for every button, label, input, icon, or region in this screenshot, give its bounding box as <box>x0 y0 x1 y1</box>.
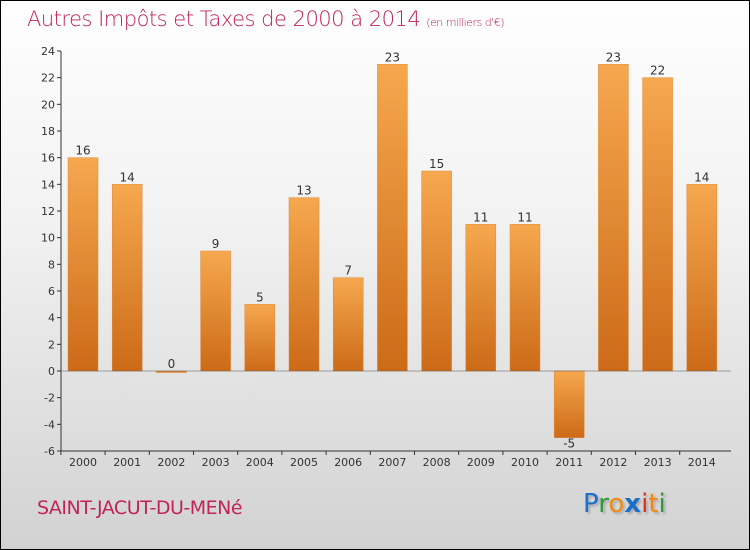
x-tick-label: 2004 <box>246 456 274 469</box>
y-tick-label: 18 <box>41 125 55 138</box>
x-tick-label: 2010 <box>511 456 539 469</box>
x-tick-label: 2000 <box>69 456 97 469</box>
y-tick-label: 22 <box>41 72 55 85</box>
x-tick-label: 2014 <box>688 456 716 469</box>
data-label-2012: 23 <box>606 50 621 64</box>
bar-2011 <box>553 370 585 438</box>
y-tick-label: -6 <box>44 445 55 458</box>
x-tick-label: 2006 <box>334 456 362 469</box>
y-tick-label: 12 <box>41 205 55 218</box>
bar-2007 <box>377 64 408 372</box>
y-tick-label: -4 <box>44 418 55 431</box>
y-tick-label: 20 <box>41 98 55 111</box>
data-label-2010: 11 <box>517 210 532 224</box>
x-tick-label: 2005 <box>290 456 318 469</box>
data-label-2011: -5 <box>563 437 575 451</box>
data-label-2013: 22 <box>650 64 665 78</box>
y-tick-label: 14 <box>41 178 55 191</box>
title-text: Autres Impôts et Taxes de 2000 à 2014 <box>27 7 421 31</box>
data-label-2002: 0 <box>168 357 176 371</box>
y-tick-label: 8 <box>48 258 55 271</box>
data-label-2001: 14 <box>120 170 135 184</box>
bar-2010 <box>509 224 541 372</box>
x-tick-label: 2009 <box>467 456 495 469</box>
data-label-2000: 16 <box>75 144 90 158</box>
x-tick-label: 2012 <box>599 456 627 469</box>
data-label-2004: 5 <box>256 290 264 304</box>
data-label-2006: 7 <box>344 264 352 278</box>
data-label-2009: 11 <box>473 210 488 224</box>
bar-2000 <box>67 157 99 372</box>
x-tick-label: 2013 <box>644 456 672 469</box>
y-tick-label: 2 <box>48 338 55 351</box>
bar-2003 <box>200 250 231 372</box>
data-label-2008: 15 <box>429 157 444 171</box>
data-label-2005: 13 <box>296 184 311 198</box>
x-tick-label: 2008 <box>423 456 451 469</box>
x-tick-label: 2002 <box>157 456 185 469</box>
bar-2008 <box>421 170 452 372</box>
x-tick-label: 2007 <box>378 456 406 469</box>
unit-label: (en milliers d'€) <box>426 16 504 29</box>
y-tick-label: 6 <box>48 285 55 298</box>
data-label-2014: 14 <box>694 170 709 184</box>
bar-2006 <box>332 277 364 372</box>
y-tick-label: 0 <box>48 365 55 378</box>
bar-2014 <box>686 184 718 372</box>
city-name: SAINT-JACUT-DU-MENé <box>37 497 243 519</box>
bar-2004 <box>244 304 276 372</box>
x-tick-label: 2011 <box>555 456 583 469</box>
bar-2013 <box>642 77 673 372</box>
data-label-2007: 23 <box>385 50 400 64</box>
y-tick-label: 4 <box>48 312 55 325</box>
y-tick-label: -2 <box>44 392 55 405</box>
proxiti-logo[interactable]: Proxiti <box>583 489 666 519</box>
y-tick-label: 24 <box>41 45 55 58</box>
bar-2012 <box>598 64 629 372</box>
y-tick-label: 10 <box>41 232 55 245</box>
x-tick-label: 2003 <box>202 456 230 469</box>
bar-2001 <box>111 184 143 372</box>
data-label-2003: 9 <box>212 237 220 251</box>
chart-title: Autres Impôts et Taxes de 2000 à 2014 (en… <box>27 7 504 31</box>
bar-2005 <box>288 197 320 372</box>
y-tick-label: 16 <box>41 152 55 165</box>
bar-2009 <box>465 224 497 372</box>
x-tick-label: 2001 <box>113 456 141 469</box>
